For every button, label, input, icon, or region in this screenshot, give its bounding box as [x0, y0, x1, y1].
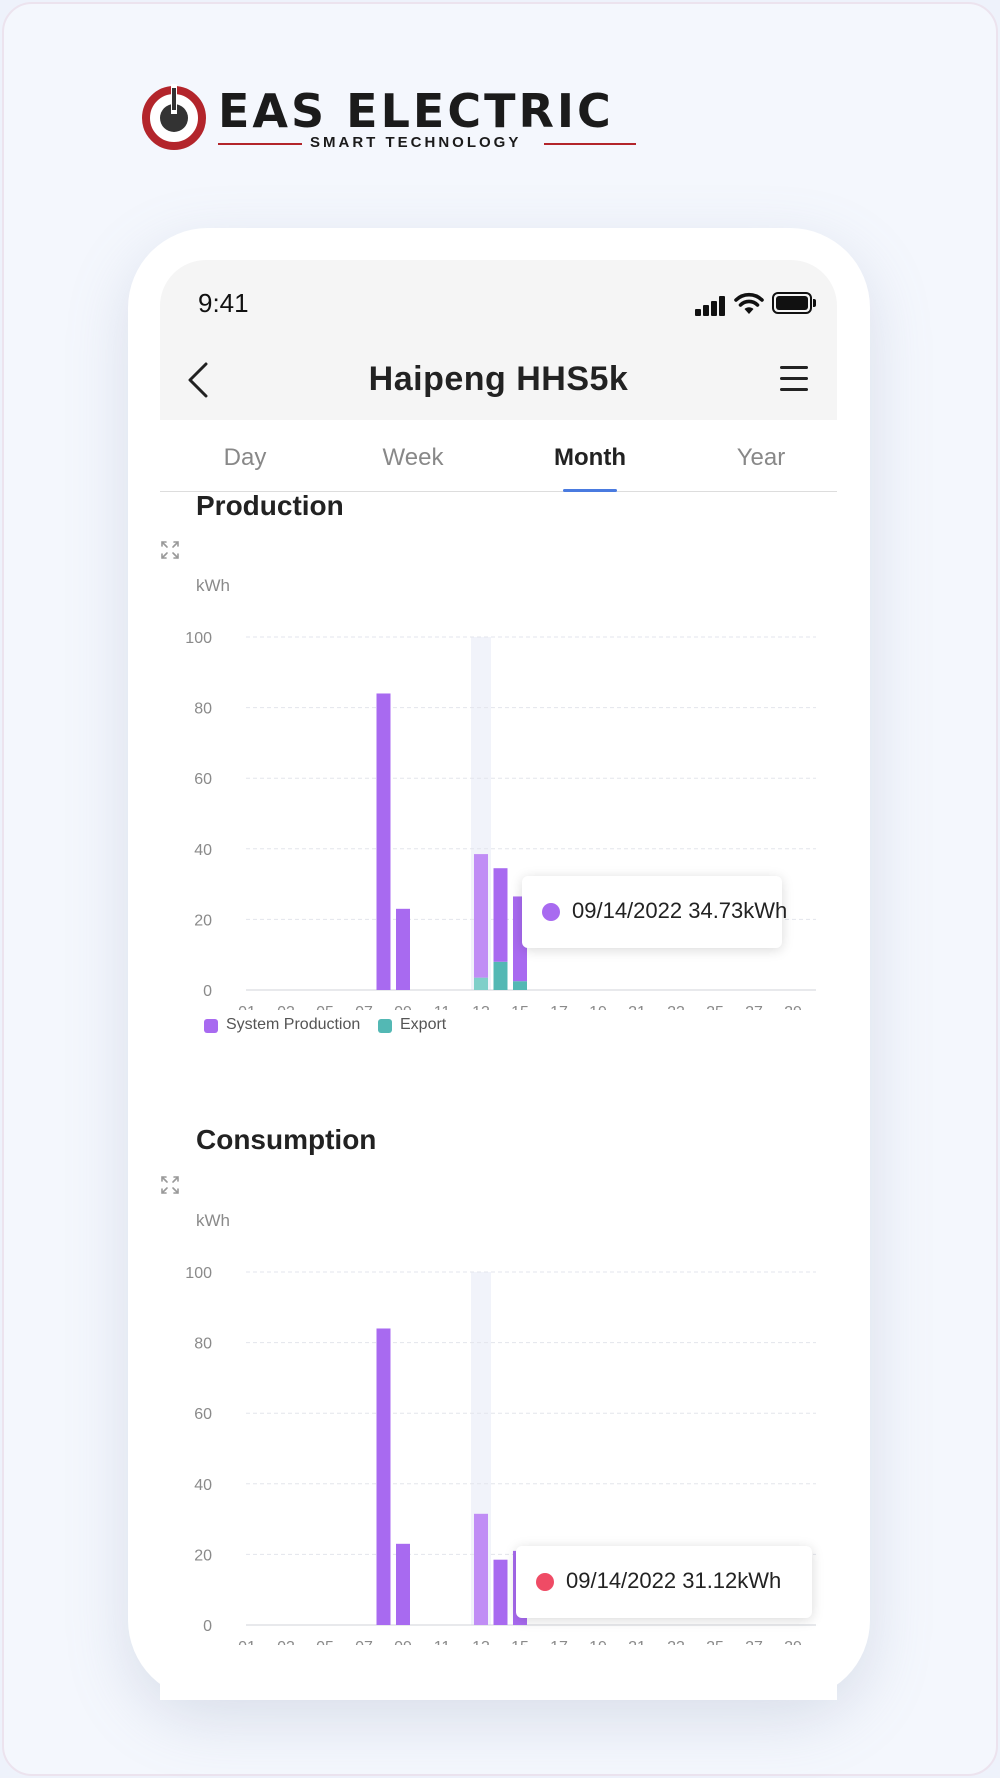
production-bar-08 [376, 693, 391, 990]
production-x-tick-label: 15 [511, 1004, 529, 1010]
active-tab-indicator [563, 489, 617, 492]
consumption-x-tick-label: 29 [784, 1639, 802, 1645]
production-x-tick-label: 25 [706, 1004, 724, 1010]
tooltip-text: 09/14/2022 34.73kWh [572, 898, 788, 923]
production-x-tick-label: 09 [394, 1004, 412, 1010]
back-chevron-icon[interactable] [184, 360, 214, 400]
production-bar-15-export [513, 981, 527, 990]
production-y-tick-label: 100 [185, 630, 212, 647]
expand-icon[interactable] [160, 1175, 180, 1195]
production-bar-14 [493, 868, 508, 962]
production-x-tick-label: 01 [238, 1004, 256, 1010]
production-x-tick-label: 13 [472, 1004, 490, 1010]
consumption-x-tick-label: 03 [277, 1639, 295, 1645]
consumption-x-tick-label: 05 [316, 1639, 334, 1645]
consumption-x-tick-label: 09 [394, 1639, 412, 1645]
brand-logo: EAS ELECTRIC SMART TECHNOLOGY [140, 84, 640, 154]
status-time: 9:41 [198, 288, 249, 318]
production-x-tick-label: 03 [277, 1004, 295, 1010]
production-x-tick-label: 05 [316, 1004, 334, 1010]
consumption-y-tick-label: 40 [194, 1477, 212, 1494]
consumption-chart-svg: 0 20 40 60 80 100 01 03 05 07 09 11 13 15 17 19 21 23 25 27… [185, 1265, 816, 1645]
wifi-icon [734, 292, 764, 314]
consumption-tooltip: 09/14/2022 31.12kWh [516, 1546, 812, 1618]
tab-day[interactable]: Day [223, 444, 267, 471]
consumption-x-tick-label: 17 [550, 1639, 568, 1645]
battery-icon [772, 292, 816, 314]
production-bar-13-export [474, 977, 488, 990]
consumption-bar-13 [474, 1513, 488, 1625]
page-title: Haipeng HHS5k [368, 360, 629, 398]
production-x-tick-label: 23 [667, 1004, 685, 1010]
tab-month[interactable]: Month [554, 444, 626, 471]
consumption-y-tick-label: 80 [194, 1336, 212, 1353]
menu-icon[interactable] [780, 366, 810, 392]
production-x-tick-label: 29 [784, 1004, 802, 1010]
production-y-tick-label: 80 [194, 701, 212, 718]
consumption-title: Consumption [196, 1124, 377, 1155]
consumption-bar-14 [493, 1559, 508, 1625]
production-bar-13 [474, 854, 488, 978]
consumption-x-tick-label: 13 [472, 1639, 490, 1645]
production-y-tick-label: 60 [194, 771, 212, 788]
tooltip-text: 09/14/2022 31.12kWh [566, 1568, 782, 1593]
consumption-x-tick-label: 21 [628, 1639, 646, 1645]
consumption-y-tick-label: 100 [185, 1265, 212, 1282]
production-chart: kWh 0 20 40 60 80 100 01 03 05 07 09 11 13 15 17 19 21 23… [160, 540, 837, 1060]
production-bar-14-export [493, 961, 508, 990]
production-y-tick-label: 40 [194, 842, 212, 859]
production-bar-09 [396, 908, 410, 990]
consumption-x-tick-label: 11 [434, 1639, 451, 1645]
production-x-tick-label: 17 [550, 1004, 568, 1010]
consumption-unit: kWh [196, 1211, 230, 1230]
consumption-x-tick-label: 01 [238, 1639, 256, 1645]
tab-week[interactable]: Week [382, 444, 444, 471]
tooltip-dot [536, 1573, 554, 1591]
phone-screen: 9:41 Haipeng HHS5k Day Week Month Year P… [160, 260, 837, 1700]
tooltip-dot [542, 903, 560, 921]
consumption-x-tick-label: 25 [706, 1639, 724, 1645]
consumption-y-tick-label: 0 [203, 1618, 212, 1635]
production-chart-svg: 0 20 40 60 80 100 01 03 05 07 09 11 13 15 17 19 21 23 25 27… [185, 630, 816, 1010]
tab-year[interactable]: Year [736, 444, 786, 471]
status-bar: 9:41 Haipeng HHS5k [160, 260, 837, 420]
expand-icon[interactable] [160, 540, 180, 560]
production-tooltip: 09/14/2022 34.73kWh [522, 876, 787, 948]
production-y-tick-label: 0 [203, 983, 212, 1000]
consumption-x-tick-label: 19 [589, 1639, 607, 1645]
production-x-tick-label: 19 [589, 1004, 607, 1010]
brand-tagline: SMART TECHNOLOGY [310, 134, 522, 151]
brand-name: EAS ELECTRIC [218, 84, 614, 138]
production-x-tick-label: 27 [745, 1004, 763, 1010]
production-title: Production [196, 490, 344, 521]
consumption-bar-09 [396, 1543, 410, 1625]
production-unit: kWh [196, 576, 230, 595]
consumption-x-tick-label: 27 [745, 1639, 763, 1645]
cellular-signal-icon [695, 296, 727, 316]
consumption-bar-08 [376, 1328, 391, 1625]
consumption-y-tick-label: 20 [194, 1547, 212, 1564]
consumption-x-tick-label: 15 [511, 1639, 529, 1645]
consumption-x-tick-label: 23 [667, 1639, 685, 1645]
production-x-tick-label: 07 [355, 1004, 373, 1010]
consumption-y-tick-label: 60 [194, 1406, 212, 1423]
consumption-x-tick-label: 07 [355, 1639, 373, 1645]
period-tabs: Day Week Month Year [160, 420, 837, 492]
production-x-tick-label: 21 [628, 1004, 646, 1010]
consumption-chart: kWh 0 20 40 60 80 100 01 03 05 07 09 11 13 15 17 19 21 23… [160, 1175, 837, 1695]
production-x-tick-label: 11 [434, 1004, 451, 1010]
production-y-tick-label: 20 [194, 912, 212, 929]
